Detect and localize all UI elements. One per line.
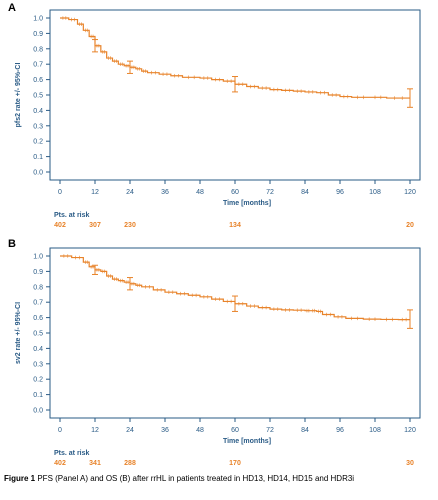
plot-frame [49,247,421,419]
x-tick-label: 84 [301,189,309,196]
x-tick-label: 48 [196,427,204,434]
y-tick-label: 0.9 [33,31,43,38]
y-axis-title: sv2 rate +/- 95%-CI [15,302,22,364]
y-tick-label: 0.3 [33,123,43,130]
y-tick-label: 0.7 [33,300,43,307]
x-tick-label: 120 [404,189,416,196]
risk-count: 307 [89,222,101,229]
x-tick-label: 0 [58,427,62,434]
x-tick-label: 96 [336,427,344,434]
x-tick-label: 48 [196,189,204,196]
x-tick-label: 60 [231,427,239,434]
x-tick-label: 60 [231,189,239,196]
risk-count: 402 [54,222,66,229]
os-chart: 0.0 0.1 0.2 0.3 0.4 0.5 0.6 0.7 0.8 0.9 1.0 0 12 24 36… [15,247,421,467]
y-tick-label: 0.5 [33,331,43,338]
y-tick-label: 0.2 [33,139,43,146]
x-tick-label: 12 [91,189,99,196]
y-tick-label: 0.0 [33,408,43,415]
x-tick-label: 108 [369,189,381,196]
risk-count: 402 [54,460,66,467]
x-tick-label: 72 [266,189,274,196]
x-tick-label: 36 [161,427,169,434]
y-axis-title: pfs2 rate +/- 95%-CI [15,63,22,128]
x-axis-title: Time [months] [223,200,271,207]
y-tick-label: 0.7 [33,62,43,69]
y-tick-label: 0.5 [33,93,43,100]
y-tick-label: 0.6 [33,77,43,84]
survival-curve [60,17,410,99]
x-tick-label: 72 [266,427,274,434]
plot-frame [49,9,421,181]
y-tick-label: 0.6 [33,315,43,322]
y-tick-label: 0.1 [33,154,43,161]
y-tick-label: 0.9 [33,269,43,276]
risk-count: 288 [124,460,136,467]
risk-table-header: Pts. at risk [54,212,90,219]
risk-table-header: Pts. at risk [54,450,90,457]
survival-curve [60,255,410,321]
risk-count: 134 [229,222,241,229]
caption-text: PFS (Panel A) and OS (B) after rrHL in p… [35,474,355,483]
caption-label: Figure 1 [4,474,36,483]
y-tick-label: 0.1 [33,392,43,399]
risk-count: 230 [124,222,136,229]
y-tick-label: 0.8 [33,284,43,291]
x-tick-label: 0 [58,189,62,196]
x-tick-label: 84 [301,427,309,434]
x-tick-label: 96 [336,189,344,196]
x-tick-label: 24 [126,427,134,434]
risk-count: 20 [406,222,414,229]
figure-caption: Figure 1 PFS (Panel A) and OS (B) after … [4,474,436,483]
x-tick-label: 12 [91,427,99,434]
y-tick-label: 0.4 [33,346,43,353]
y-tick-label: 1.0 [33,254,43,261]
x-axis-title: Time [months] [223,438,271,445]
y-tick-label: 0.4 [33,108,43,115]
risk-count: 170 [229,460,241,467]
x-tick-label: 24 [126,189,134,196]
y-tick-label: 0.2 [33,377,43,384]
risk-count: 341 [89,460,101,467]
x-tick-label: 108 [369,427,381,434]
y-tick-label: 0.0 [33,170,43,177]
y-tick-label: 1.0 [33,16,43,23]
pfs-chart: 0.0 0.1 0.2 0.3 0.4 0.5 0.6 0.7 0.8 0.9 1.0 0 12 24 36… [15,9,421,229]
panel-label-b: B [8,238,16,250]
y-tick-label: 0.3 [33,361,43,368]
y-tick-label: 0.8 [33,46,43,53]
panel-label-a: A [8,2,16,14]
risk-count: 30 [406,460,414,467]
x-tick-label: 36 [161,189,169,196]
x-tick-label: 120 [404,427,416,434]
